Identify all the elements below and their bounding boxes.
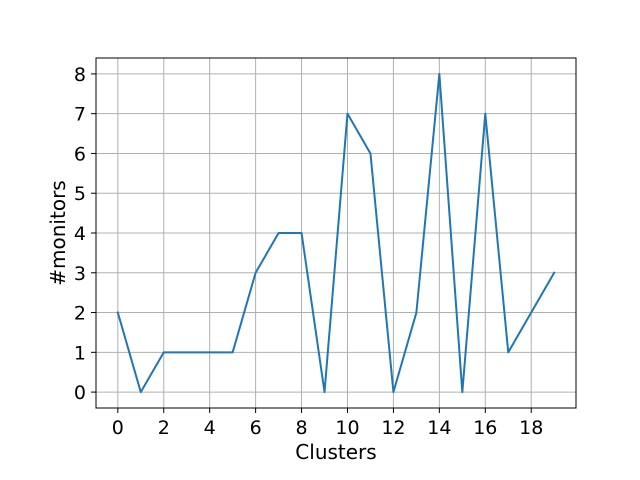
series-line xyxy=(116,72,556,394)
y-tick-label: 7 xyxy=(74,104,86,126)
x-tick-label: 10 xyxy=(335,417,359,439)
y-tick-label: 1 xyxy=(74,342,86,364)
y-tick-label: 6 xyxy=(74,143,86,165)
x-tick-label: 0 xyxy=(112,417,124,439)
x-tick-label: 18 xyxy=(519,417,543,439)
y-axis: 0 1 2 3 4 5 6 7 8 xyxy=(74,64,96,404)
x-tick-label: 6 xyxy=(250,417,262,439)
x-tick-label: 14 xyxy=(427,417,451,439)
grid xyxy=(96,58,576,408)
y-tick-label: 4 xyxy=(74,223,86,245)
y-tick-label: 5 xyxy=(74,183,86,205)
y-axis-label: #monitors xyxy=(46,180,70,285)
x-axis: 0 2 4 6 8 10 12 14 16 18 xyxy=(112,408,543,439)
y-tick-label: 3 xyxy=(74,263,86,285)
y-tick-label: 0 xyxy=(74,382,86,404)
x-tick-label: 16 xyxy=(473,417,497,439)
x-tick-label: 2 xyxy=(158,417,170,439)
x-axis-label: Clusters xyxy=(295,440,376,464)
y-tick-label: 8 xyxy=(74,64,86,86)
series-layer xyxy=(116,72,556,394)
x-tick-label: 12 xyxy=(381,417,405,439)
x-tick-label: 8 xyxy=(296,417,308,439)
y-tick-label: 2 xyxy=(74,303,86,325)
x-tick-label: 4 xyxy=(204,417,216,439)
